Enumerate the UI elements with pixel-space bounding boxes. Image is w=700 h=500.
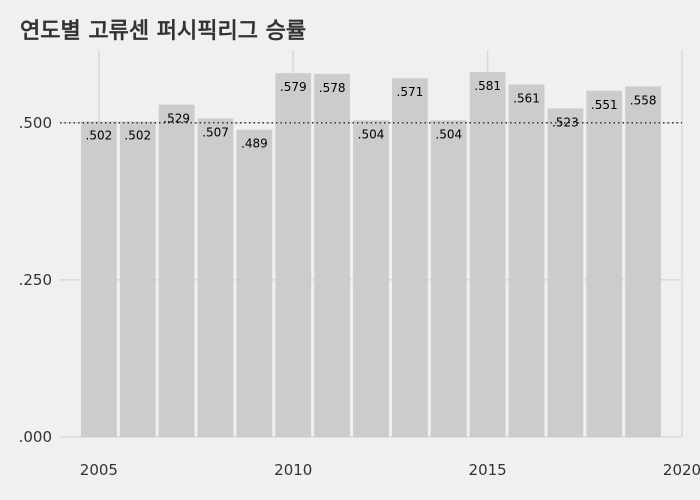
axis-ticks: 2005 2010 2015 2020 .000 .250 .500 [19, 114, 700, 479]
bar-label-2007: .529 [163, 112, 190, 126]
bar-label-2008: .507 [202, 125, 229, 139]
y-tick-label-.250: .250 [19, 271, 52, 289]
x-tick-label-2020: 2020 [663, 461, 700, 479]
x-tick-label-2015: 2015 [469, 461, 507, 479]
bar-2010 [275, 73, 312, 437]
bar-label-2014: .504 [435, 127, 462, 141]
bar-label-2010: .579 [280, 80, 307, 94]
bar-label-2013: .571 [397, 85, 424, 99]
bar-label-2019: .558 [630, 93, 657, 107]
bar-2005 [80, 121, 117, 438]
bar-label-2016: .561 [513, 92, 540, 106]
x-tick-label-2010: 2010 [274, 461, 312, 479]
bar-labels: .502 .502 .529 .507 .489 .579 .578 .504 .571 .504… [86, 79, 657, 151]
bar-2013 [391, 78, 428, 437]
bar-2008 [197, 118, 234, 437]
bar-label-2017: .523 [552, 115, 579, 129]
bar-2015 [469, 71, 506, 438]
y-tick-label-.000: .000 [19, 428, 52, 446]
bar-2012 [353, 120, 389, 437]
bar-2014 [430, 120, 467, 437]
bar-label-2005: .502 [86, 129, 113, 143]
y-tick-label-.500: .500 [19, 114, 52, 132]
bar-2011 [314, 73, 351, 437]
bar-label-2015: .581 [474, 79, 501, 93]
bars [80, 71, 662, 438]
bar-label-2011: .578 [319, 81, 346, 95]
bar-2007 [158, 104, 195, 437]
bar-label-2009: .489 [241, 137, 268, 151]
bar-2009 [236, 129, 273, 437]
bar-2016 [508, 84, 545, 437]
bar-2006 [119, 121, 156, 438]
bar-2017 [547, 108, 584, 438]
bar-label-2018: .551 [591, 98, 618, 112]
chart-title: 연도별 고류센 퍼시픽리그 승률 [20, 19, 306, 44]
bar-label-2012: .504 [358, 127, 385, 141]
bar-label-2006: .502 [124, 129, 151, 143]
bar-2019 [625, 86, 662, 437]
x-tick-label-2005: 2005 [80, 461, 118, 479]
bar-2018 [586, 90, 623, 437]
